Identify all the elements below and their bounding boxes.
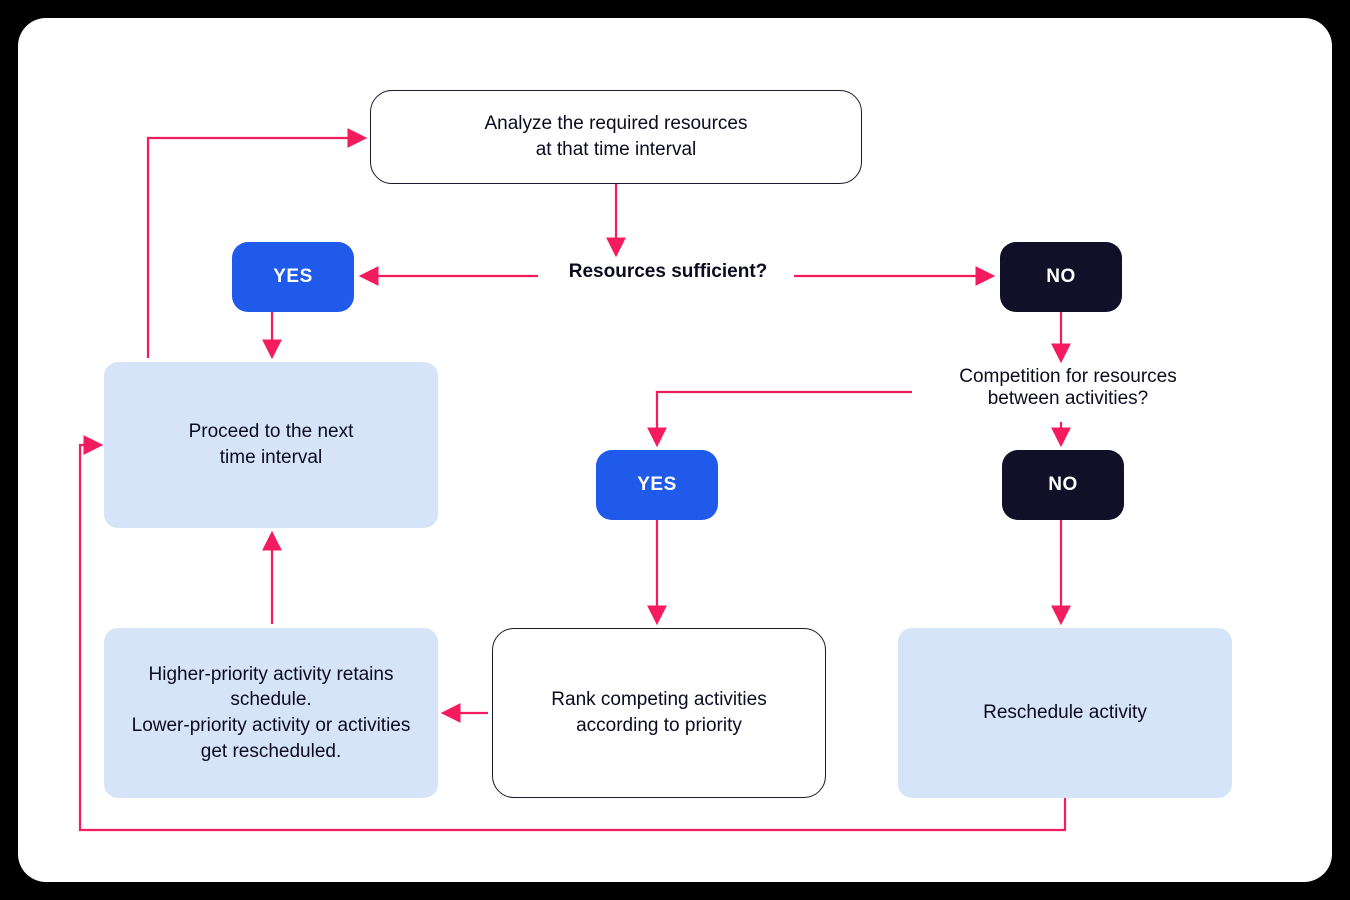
label-rank: Rank competing activitiesaccording to pr… bbox=[551, 687, 766, 738]
node-priority: Higher-priority activity retains schedul… bbox=[104, 628, 438, 798]
edge-q2-to-yes2 bbox=[657, 392, 912, 444]
question-competition: Competition for resourcesbetween activit… bbox=[918, 366, 1218, 410]
pill-yes-1: YES bbox=[232, 242, 354, 312]
label-resched: Reschedule activity bbox=[983, 700, 1147, 726]
label-q2: Competition for resourcesbetween activit… bbox=[959, 366, 1177, 409]
pill-yes-2: YES bbox=[596, 450, 718, 520]
flowchart-canvas: Analyze the required resourcesat that ti… bbox=[18, 18, 1332, 882]
node-rank: Rank competing activitiesaccording to pr… bbox=[492, 628, 826, 798]
label-proceed: Proceed to the nexttime interval bbox=[189, 419, 354, 470]
node-reschedule: Reschedule activity bbox=[898, 628, 1232, 798]
pill-no-2: NO bbox=[1002, 450, 1124, 520]
label-analyze: Analyze the required resourcesat that ti… bbox=[485, 111, 748, 162]
node-proceed: Proceed to the nexttime interval bbox=[104, 362, 438, 528]
label-q1: Resources sufficient? bbox=[569, 261, 768, 282]
label-no2: NO bbox=[1048, 472, 1078, 498]
node-analyze: Analyze the required resourcesat that ti… bbox=[370, 90, 862, 184]
question-resources-sufficient: Resources sufficient? bbox=[548, 261, 788, 283]
label-yes2: YES bbox=[637, 472, 677, 498]
pill-no-1: NO bbox=[1000, 242, 1122, 312]
label-no1: NO bbox=[1046, 264, 1076, 290]
label-yes1: YES bbox=[273, 264, 313, 290]
label-priority: Higher-priority activity retains schedul… bbox=[122, 662, 420, 765]
